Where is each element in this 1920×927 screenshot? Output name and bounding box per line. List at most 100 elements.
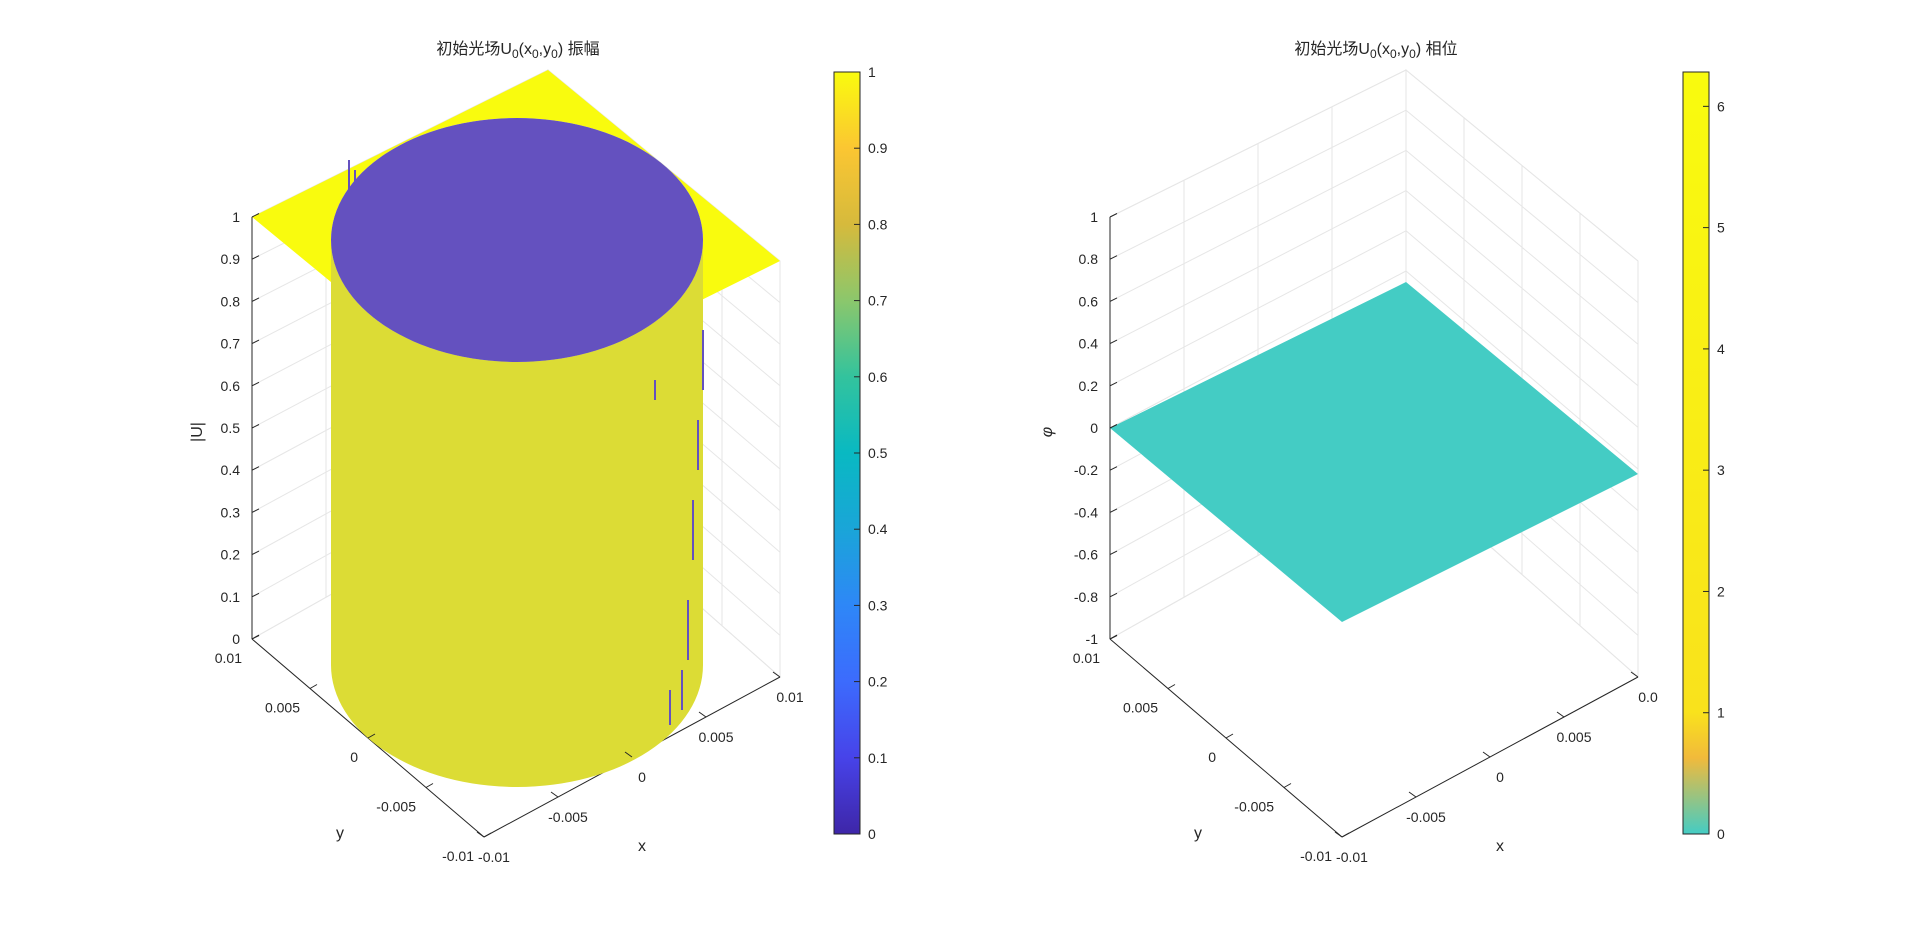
x-tick-mark [1482, 751, 1491, 758]
y-tick-label: 0.005 [1123, 700, 1158, 716]
x-tick-mark [476, 831, 485, 838]
x-tick-label: 0.005 [698, 729, 733, 745]
z-tick-label: -0.2 [1074, 462, 1098, 478]
amplitude-cylinder-wall [331, 240, 703, 787]
z-tick-label: 1 [1090, 209, 1098, 225]
z-tick-label: 0.5 [221, 420, 241, 436]
colorbar-tick-label: 0.3 [868, 597, 888, 613]
y-tick-mark [309, 684, 318, 689]
x-tick-label: -0.005 [1406, 809, 1446, 825]
z-tick-label: -0.8 [1074, 589, 1098, 605]
x-tick-mark [698, 711, 707, 718]
phase-y-label: y [1194, 825, 1202, 842]
y-tick-mark [367, 733, 376, 739]
amplitude-title-arg1-sub: 0 [532, 47, 539, 61]
phase-axes[interactable]: -1-0.8-0.6-0.4-0.200.20.40.60.81 -0.01-0… [1039, 40, 1658, 865]
y-tick-mark [1225, 733, 1234, 739]
z-tick-mark [1109, 297, 1118, 302]
y-tick-mark [1109, 634, 1118, 640]
z-tick-mark [251, 508, 260, 513]
z-tick-mark [251, 339, 260, 345]
z-tick-mark [1109, 508, 1118, 513]
amplitude-z-label: |U| [189, 422, 206, 442]
colorbar-tick-label: 0.8 [868, 216, 888, 232]
y-tick-mark [425, 783, 434, 788]
y-tick-label: 0 [1208, 749, 1216, 765]
z-tick-label: 0.4 [221, 462, 241, 478]
phase-title-prefix: 初始光场 [1294, 40, 1358, 58]
z-tick-label: 0 [1090, 420, 1098, 436]
y-tick-label: 0.005 [265, 700, 300, 716]
amplitude-title: 初始光场U0(x0,y0) 振幅 [436, 40, 599, 61]
x-tick-mark [1334, 831, 1343, 838]
colorbar-tick-label: 0.1 [868, 750, 888, 766]
x-tick-label: 0.0 [1638, 689, 1658, 705]
phase-colorbar[interactable]: 0 1 2 3 4 5 6 [1682, 71, 1725, 842]
y-tick-mark [483, 832, 492, 838]
phase-z-ticks: -1 -0.8 -0.6 -0.4 -0.2 0 0.2 0.4 0.6 0.8 1 [1074, 209, 1118, 647]
amplitude-title-prefix: 初始光场 [436, 40, 500, 58]
x-tick-label: -0.005 [548, 809, 588, 825]
colorbar-tick-label: 0.9 [868, 140, 888, 156]
colorbar-tick-label: 1 [1717, 705, 1725, 721]
z-tick-label: 0.6 [221, 378, 241, 394]
x-tick-label: -0.01 [478, 849, 510, 865]
amplitude-axes[interactable]: 0 0.1 0.2 0.3 0.4 0.5 0.6 0.7 0.8 0.9 1 -0.01 -0.00… [189, 40, 804, 865]
phase-title-arg1: x [1382, 41, 1390, 58]
phase-title-arg1-sub: 0 [1390, 47, 1397, 61]
z-tick-label: 0 [232, 631, 240, 647]
edge-artifacts [348, 160, 704, 725]
z-tick-mark [251, 550, 260, 556]
z-tick-label: 0.1 [221, 589, 241, 605]
x-tick-label: 0 [1496, 769, 1504, 785]
z-tick-label: 0.2 [1079, 378, 1099, 394]
z-tick-label: 0.8 [221, 293, 241, 309]
z-tick-label: 0.3 [221, 504, 241, 520]
amplitude-y-label: y [336, 825, 344, 842]
y-tick-mark [1283, 783, 1292, 788]
z-tick-mark [251, 297, 260, 302]
z-tick-label: -0.4 [1074, 504, 1098, 520]
z-tick-mark [251, 213, 260, 218]
y-tick-label: -0.01 [1300, 848, 1332, 864]
amplitude-title-func: U [500, 41, 512, 58]
z-tick-mark [1109, 339, 1118, 345]
phase-y-ticks: -0.01 -0.005 0 0.005 0.01 [1073, 634, 1350, 864]
z-tick-mark [1109, 213, 1118, 218]
amplitude-top-plane [252, 70, 780, 408]
colorbar-tick-label: 0 [868, 826, 876, 842]
amplitude-title-arg2: y [543, 41, 551, 58]
y-tick-label: 0 [350, 749, 358, 765]
colorbar-tick-label: 1 [868, 64, 876, 80]
phase-title-arg2: y [1401, 41, 1409, 58]
y-tick-label: 0.01 [1073, 650, 1100, 666]
x-tick-mark [550, 791, 559, 798]
x-tick-mark [772, 671, 781, 678]
x-tick-mark [1630, 671, 1639, 678]
phase-surface [1110, 282, 1638, 622]
phase-title-suffix: 相位 [1426, 40, 1458, 58]
y-tick-mark [1167, 684, 1176, 689]
z-tick-mark [251, 466, 260, 471]
y-tick-label: -0.01 [442, 848, 474, 864]
colorbar-tick-label: 3 [1717, 462, 1725, 478]
z-tick-mark [1109, 255, 1118, 260]
y-tick-label: -0.005 [1234, 799, 1274, 815]
amplitude-colorbar[interactable]: 0 0.1 0.2 0.3 0.4 0.5 0.6 0.7 0.8 0.9 1 [833, 64, 888, 842]
colorbar-tick-label: 0.2 [868, 674, 888, 690]
phase-colorbar-ticks: 0 1 2 3 4 5 6 [1703, 98, 1725, 842]
amplitude-title-func-sub: 0 [512, 47, 519, 61]
amplitude-y-ticks: -0.01 -0.005 0 0.005 0.01 [215, 634, 492, 864]
z-tick-label: -1 [1086, 631, 1099, 647]
x-tick-label: 0.01 [776, 689, 803, 705]
amplitude-title-arg1: x [524, 41, 532, 58]
z-tick-label: 0.7 [221, 336, 241, 352]
colorbar-tick-label: 4 [1717, 341, 1725, 357]
z-tick-mark [1109, 550, 1118, 556]
amplitude-title-suffix: 振幅 [568, 40, 600, 58]
phase-x-label: x [1496, 838, 1504, 855]
phase-title-func-sub: 0 [1370, 47, 1377, 61]
x-tick-label: 0.005 [1556, 729, 1591, 745]
x-tick-mark [1556, 711, 1565, 718]
